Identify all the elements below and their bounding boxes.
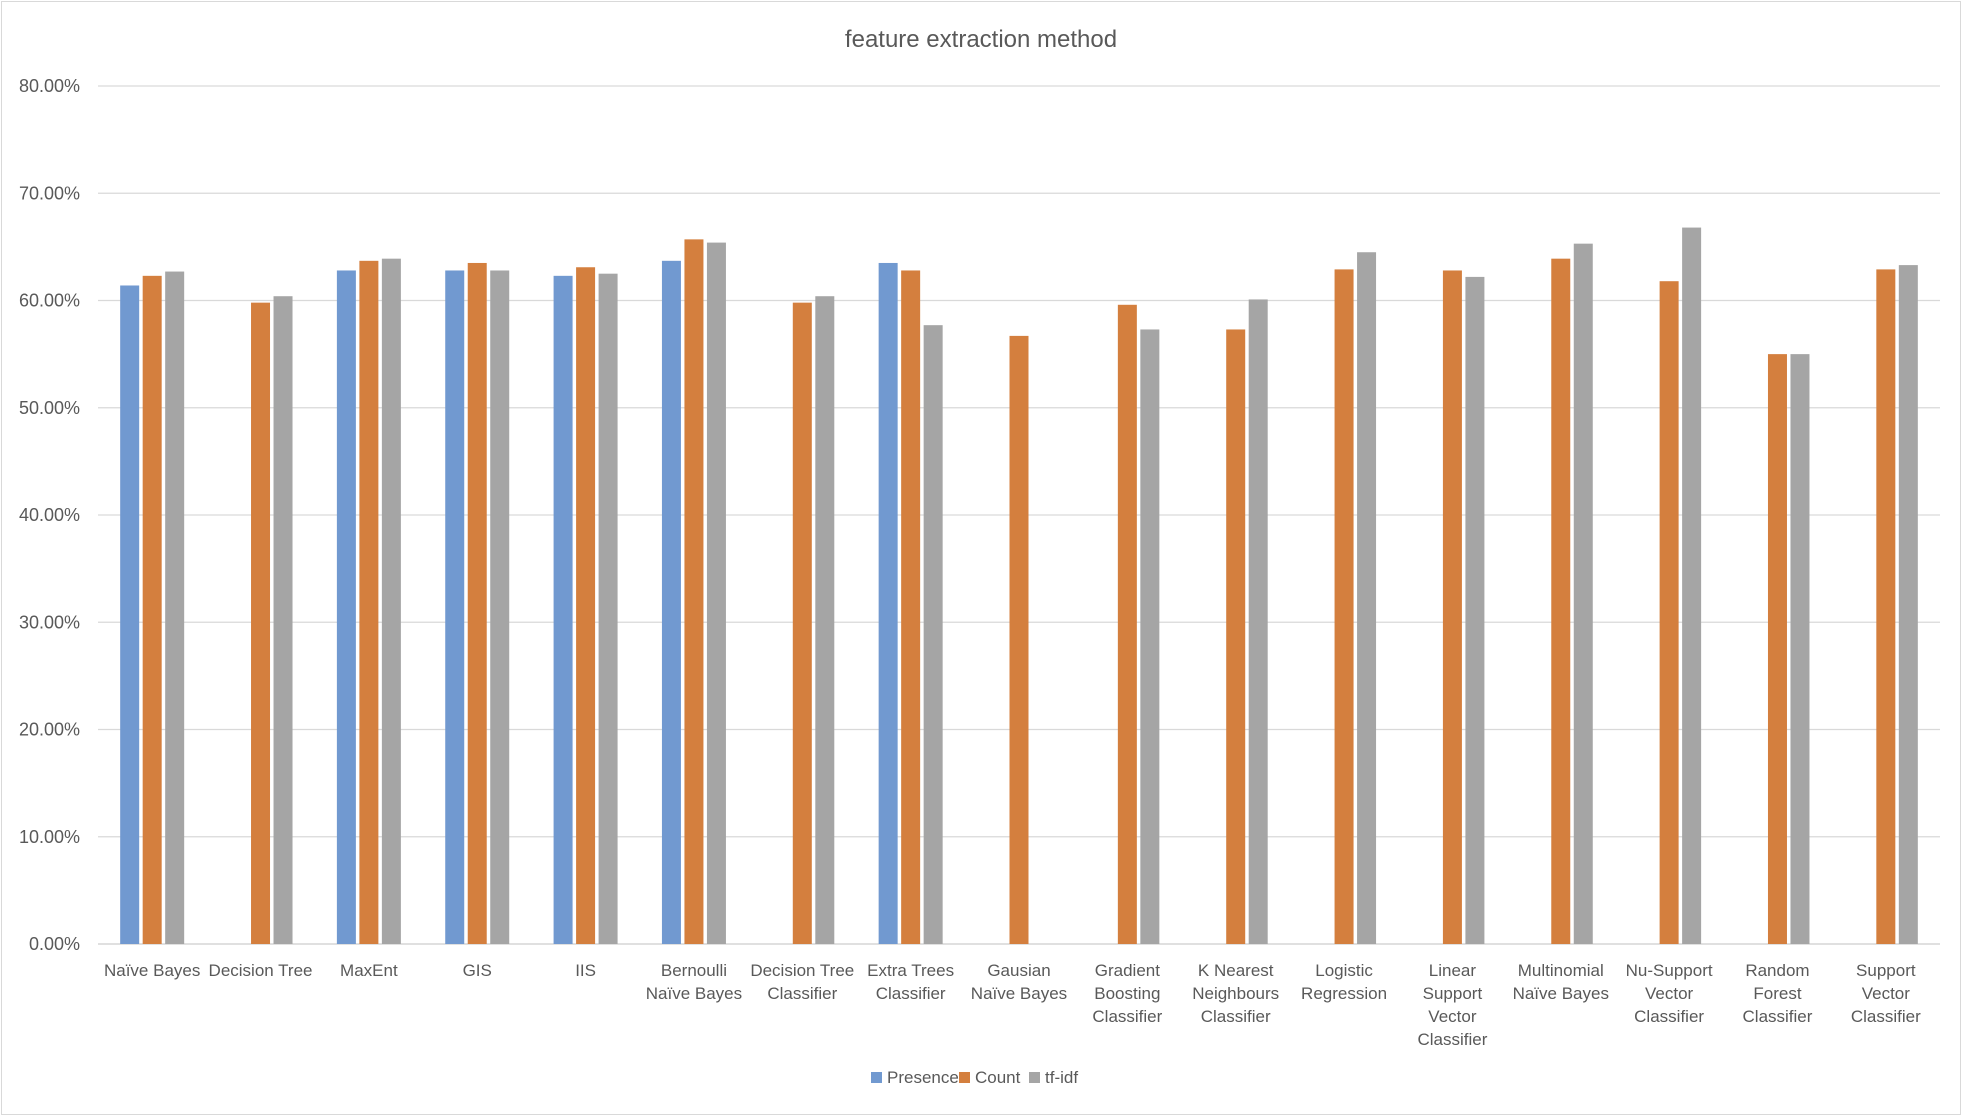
x-category-label: Logistic Regression bbox=[1301, 961, 1387, 1003]
bar-tf-idf bbox=[1573, 243, 1593, 945]
legend-label: Presence bbox=[887, 1068, 959, 1087]
gridlines bbox=[98, 85, 1940, 945]
bar-count bbox=[142, 275, 162, 944]
x-category-label: MaxEnt bbox=[340, 961, 398, 980]
bar-tf-idf bbox=[598, 273, 618, 944]
bar-presence bbox=[445, 270, 465, 945]
bar-count bbox=[1117, 304, 1137, 944]
legend-label: Count bbox=[975, 1068, 1021, 1087]
bar-presence bbox=[120, 285, 140, 944]
bar-tf-idf bbox=[490, 270, 510, 945]
x-category-label: K Nearest Neighbours Classifier bbox=[1192, 961, 1279, 1026]
y-tick-label: 60.00% bbox=[19, 291, 80, 311]
bar-tf-idf bbox=[1790, 354, 1810, 944]
bar-count bbox=[1876, 269, 1896, 945]
bar-count bbox=[359, 260, 379, 944]
bar-count bbox=[1659, 281, 1679, 944]
bar-presence bbox=[661, 260, 681, 944]
legend: Presence Count tf-idf bbox=[871, 1068, 1078, 1087]
bar-tf-idf bbox=[1140, 329, 1160, 944]
legend-swatch bbox=[959, 1072, 970, 1083]
bar-tf-idf bbox=[923, 325, 943, 945]
chart-title: feature extraction method bbox=[845, 26, 1117, 53]
y-tick-label: 70.00% bbox=[19, 183, 80, 203]
x-category-label: IIS bbox=[575, 961, 596, 980]
x-category-label: GIS bbox=[463, 961, 492, 980]
bar-count bbox=[1226, 329, 1246, 944]
bar-tf-idf bbox=[381, 258, 401, 944]
bar-count bbox=[901, 270, 921, 945]
bar-count bbox=[1551, 258, 1571, 944]
bar-count bbox=[1334, 269, 1354, 945]
bar-count bbox=[251, 302, 271, 944]
bar-presence bbox=[336, 270, 356, 945]
bar-count bbox=[1009, 335, 1029, 945]
y-tick-label: 30.00% bbox=[19, 612, 80, 632]
bar-tf-idf bbox=[706, 242, 726, 944]
y-tick-label: 20.00% bbox=[19, 720, 80, 740]
bar-tf-idf bbox=[1898, 265, 1918, 944]
x-category-label: Support Vector Classifier bbox=[1851, 961, 1921, 1026]
legend-label: tf-idf bbox=[1045, 1068, 1078, 1087]
y-tick-label: 80.00% bbox=[19, 76, 80, 96]
y-axis-tick-labels: 0.00% 10.00% 20.00% 30.00% 40.00% 50.00% 60.00… bbox=[19, 76, 80, 954]
bar-count bbox=[1442, 270, 1462, 945]
x-category-label: Bernoulli Naïve Bayes bbox=[646, 961, 742, 1003]
x-category-label: Linear Support Vector Classifier bbox=[1417, 961, 1487, 1049]
bar-tf-idf bbox=[273, 296, 293, 945]
x-category-label: Decision Tree Classifier bbox=[750, 961, 854, 1003]
y-tick-label: 0.00% bbox=[29, 934, 80, 954]
legend-swatch bbox=[1029, 1072, 1040, 1083]
bar-count bbox=[684, 239, 704, 944]
y-tick-label: 50.00% bbox=[19, 398, 80, 418]
x-category-label: Nu-Support Vector Classifier bbox=[1626, 961, 1713, 1026]
y-tick-label: 40.00% bbox=[19, 505, 80, 525]
bar-tf-idf bbox=[1682, 227, 1702, 944]
x-category-label: Multinomial Naïve Bayes bbox=[1513, 961, 1609, 1003]
x-category-label: Random Forest Classifier bbox=[1743, 961, 1813, 1026]
x-category-label: Naïve Bayes bbox=[104, 961, 200, 980]
x-category-label: Gradient Boosting Classifier bbox=[1092, 961, 1162, 1026]
bar-count bbox=[576, 267, 596, 944]
bar-tf-idf bbox=[165, 271, 185, 945]
bar-tf-idf bbox=[1248, 299, 1268, 944]
bar-count bbox=[467, 262, 487, 944]
bar-tf-idf bbox=[1357, 252, 1377, 945]
bar-count bbox=[792, 302, 812, 944]
bar-tf-idf bbox=[1465, 276, 1485, 944]
x-category-label: Decision Tree bbox=[209, 961, 313, 980]
y-tick-label: 10.00% bbox=[19, 827, 80, 847]
bar-count bbox=[1767, 354, 1787, 944]
bar-presence bbox=[553, 275, 573, 944]
bars bbox=[120, 227, 1918, 945]
legend-swatch bbox=[871, 1072, 882, 1083]
bar-presence bbox=[878, 262, 898, 944]
x-category-label: Extra Trees Classifier bbox=[867, 961, 954, 1003]
x-axis-category-labels: Naïve Bayes Decision Tree MaxEnt GIS IIS Bern… bbox=[104, 961, 1921, 1049]
bar-tf-idf bbox=[815, 296, 835, 945]
x-category-label: Gausian Naïve Bayes bbox=[971, 961, 1067, 1003]
